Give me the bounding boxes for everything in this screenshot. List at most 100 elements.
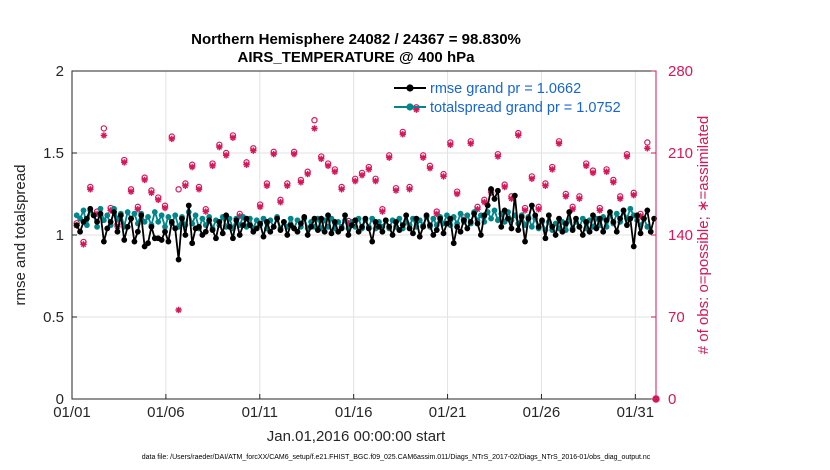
rmse-point [226,223,233,230]
rmse-point [165,238,172,245]
y-axis-right-ticks: 0 70 140 210 280 [651,63,693,408]
obs-assimilated-marker [385,154,393,161]
rmse-point [484,202,491,209]
legend: rmse grand pr = 1.0662 totalspread grand… [394,81,621,116]
rmse-point [444,220,450,227]
rmse-point [355,228,362,235]
obs-assimilated-marker [521,207,529,214]
rmse-point [304,232,311,238]
totalspread-point [145,214,151,220]
obs-assimilated-marker [134,206,142,213]
rmse-point [382,217,389,224]
obs-assimilated-marker [304,170,311,178]
obs-assimilated-marker [168,135,176,143]
obs-assimilated-marker [406,186,413,193]
rmse-point [369,238,376,245]
rmse-point [450,240,457,247]
rmse-point [535,223,542,230]
rmse-point [430,232,437,238]
obs-assimilated-marker [426,165,434,172]
obs-assimilated-marker [100,132,108,139]
rmse-point [491,196,498,202]
rmse-point [627,215,634,222]
obs-assimilated-marker [413,106,420,113]
rmse-point [240,222,247,229]
obs-assimilated-marker [453,190,461,198]
obs-assimilated-marker [222,152,230,159]
obs-assimilated-marker [542,182,549,189]
obs-assimilated-marker [433,210,440,218]
rmse-point [634,212,641,219]
obs-assimilated-marker [582,162,590,170]
rmse-point [311,215,318,222]
rmse-point [131,238,138,245]
totalspread-point [155,218,162,225]
obs-assimilated-marker [549,166,556,173]
rmse-point [583,218,590,225]
obs-assimilated-marker [352,177,359,185]
obs-possible-marker [311,116,318,124]
rmse-point [399,222,406,229]
rmse-point [467,218,474,225]
rmse-point [559,228,566,235]
rmse-point [488,186,494,192]
obs-assimilated-marker [610,179,617,186]
totalspread-point [491,207,498,214]
rmse-point [515,227,522,233]
obs-assimilated-marker [188,163,196,171]
rmse-point [162,228,168,235]
obs-assimilated-marker [644,145,651,152]
rmse-point [386,223,393,230]
rmse-point [138,212,145,219]
rmse-point [280,218,287,225]
rmse-point [121,237,128,243]
obs-assimilated-marker [392,187,400,194]
rmse-point [457,228,464,235]
obs-assimilated-marker [270,150,277,158]
totalspread-point [104,212,111,219]
y-axis-left-ticks: 0 0.5 1 1.5 2 [43,63,77,408]
obs-assimilated-marker [155,196,162,204]
rmse-point [274,215,280,222]
totalspread-point [430,215,437,222]
totalspread-point [627,205,634,212]
obs-assimilated-marker [250,147,257,154]
rmse-point [498,223,505,230]
rmse-point [461,217,467,224]
rmse-point [148,223,155,230]
obs-assimilated-marker [195,186,203,193]
obs-assimilated-marker [447,141,454,148]
rmse-point [579,232,586,238]
rmse-point [501,207,508,214]
rmse-point [624,222,630,229]
rmse-point [314,227,321,233]
rmse-point [90,212,97,219]
y-right-tick-label: 280 [668,63,693,80]
y-right-tick-label: 210 [668,145,693,162]
legend-rmse-marker [406,84,414,92]
rmse-point [260,233,267,240]
rmse-point [427,222,433,229]
obs-assimilated-marker [338,186,345,193]
rmse-point [213,235,219,242]
y-left-tick-label: 1 [56,227,64,244]
rmse-point [586,228,593,235]
rmse-point [104,225,111,232]
rmse-point [345,232,352,238]
rmse-point [505,215,511,222]
rmse-point [230,235,236,242]
rmse-point [647,228,654,235]
x-axis-ticks: 01/01 01/06 01/11 01/16 01/21 01/26 01/31 [53,394,654,421]
obs-assimilated-marker [121,159,128,166]
rmse-point [189,240,196,247]
rmse-point [376,223,382,230]
totalspread-point [124,209,131,215]
totalspread-point [141,218,148,225]
rmse-point [518,214,525,220]
obs-possible-marker [644,139,651,146]
totalspread-point [464,212,471,219]
totalspread-point [162,223,168,230]
obs-assimilated-marker [290,150,298,158]
rmse-point [107,218,114,225]
